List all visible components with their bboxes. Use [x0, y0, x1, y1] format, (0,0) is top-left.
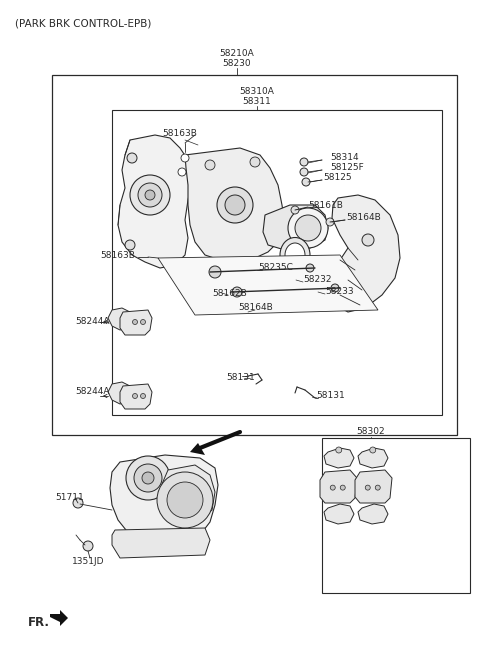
Circle shape [362, 234, 374, 246]
Circle shape [167, 482, 203, 518]
Text: 58125F: 58125F [330, 164, 364, 172]
Circle shape [132, 394, 137, 398]
Circle shape [217, 187, 253, 223]
Text: 58131: 58131 [226, 373, 255, 383]
Polygon shape [358, 448, 388, 468]
Text: 1351JD: 1351JD [72, 557, 105, 567]
Circle shape [375, 485, 380, 490]
Circle shape [336, 447, 342, 453]
Circle shape [209, 266, 221, 278]
Circle shape [141, 394, 145, 398]
Polygon shape [120, 384, 152, 409]
Circle shape [326, 218, 334, 226]
Circle shape [145, 190, 155, 200]
Polygon shape [120, 310, 152, 335]
Circle shape [130, 175, 170, 215]
Polygon shape [330, 195, 400, 312]
Polygon shape [108, 308, 132, 330]
Circle shape [141, 320, 145, 324]
Circle shape [134, 464, 162, 492]
Polygon shape [263, 205, 328, 250]
Circle shape [73, 498, 83, 508]
Polygon shape [320, 470, 357, 503]
Circle shape [132, 320, 137, 324]
Text: 58163B: 58163B [100, 250, 135, 259]
Circle shape [291, 206, 299, 214]
Bar [322, 438, 470, 593]
Text: (PARK BRK CONTROL-EPB): (PARK BRK CONTROL-EPB) [15, 18, 151, 28]
Polygon shape [355, 470, 392, 503]
Circle shape [178, 168, 186, 176]
Polygon shape [118, 135, 192, 268]
Text: 58161B: 58161B [308, 200, 343, 210]
Text: 58131: 58131 [316, 390, 345, 400]
Text: 58310A: 58310A [240, 88, 275, 96]
Circle shape [306, 264, 314, 272]
Text: 58314: 58314 [330, 153, 359, 162]
Circle shape [205, 160, 215, 170]
Circle shape [225, 195, 245, 215]
Circle shape [295, 215, 321, 241]
Circle shape [340, 485, 345, 490]
Circle shape [126, 456, 170, 500]
Text: 58233: 58233 [325, 288, 354, 297]
Circle shape [142, 472, 154, 484]
Polygon shape [162, 465, 215, 522]
Text: 58162B: 58162B [212, 288, 247, 297]
Bar [112, 110, 442, 415]
Ellipse shape [285, 243, 305, 267]
Polygon shape [324, 504, 354, 524]
Circle shape [331, 284, 339, 292]
Text: 58230: 58230 [223, 58, 252, 67]
Circle shape [157, 472, 213, 528]
Text: 58164B: 58164B [346, 214, 381, 223]
Polygon shape [110, 455, 218, 545]
Circle shape [138, 183, 162, 207]
Circle shape [127, 153, 137, 163]
Polygon shape [158, 255, 378, 315]
Circle shape [302, 178, 310, 186]
Text: 58311: 58311 [242, 96, 271, 105]
Polygon shape [50, 610, 68, 626]
Polygon shape [112, 528, 210, 558]
Text: 58163B: 58163B [162, 128, 197, 138]
Circle shape [300, 158, 308, 166]
Text: 58302: 58302 [357, 428, 385, 436]
Circle shape [232, 287, 242, 297]
Text: 58235C: 58235C [258, 263, 293, 272]
Text: 58232: 58232 [303, 276, 332, 284]
Circle shape [250, 157, 260, 167]
Text: 58125: 58125 [323, 174, 352, 183]
Text: 58244A: 58244A [75, 388, 109, 396]
Ellipse shape [280, 238, 310, 272]
Circle shape [300, 168, 308, 176]
Text: 58244A: 58244A [75, 318, 109, 326]
Polygon shape [324, 448, 354, 468]
Circle shape [370, 447, 376, 453]
Text: 51711: 51711 [55, 493, 84, 502]
Polygon shape [190, 443, 205, 455]
Polygon shape [358, 504, 388, 524]
Circle shape [288, 208, 328, 248]
Circle shape [83, 541, 93, 551]
Circle shape [330, 485, 335, 490]
Circle shape [181, 154, 189, 162]
Text: 58210A: 58210A [220, 50, 254, 58]
Circle shape [365, 485, 370, 490]
Text: FR.: FR. [28, 616, 50, 629]
Circle shape [125, 240, 135, 250]
Bar [52, 75, 457, 435]
Text: 58164B: 58164B [238, 303, 273, 312]
Polygon shape [108, 382, 132, 404]
Polygon shape [185, 148, 285, 262]
